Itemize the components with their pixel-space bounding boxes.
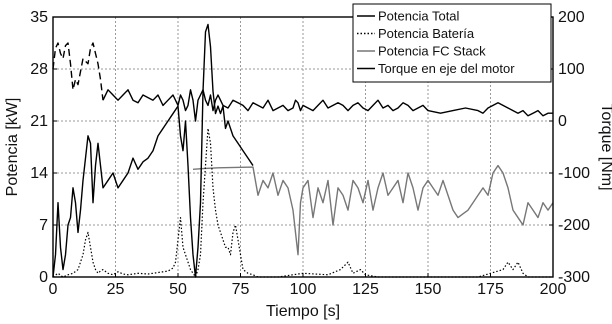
y-right-tick-label: -100 [558,165,590,182]
x-tick-label: 50 [169,281,187,298]
series-line-potencia-fc-stack [192,164,554,256]
y-right-tick-label: -300 [558,269,590,286]
series-line-torque-en-eje-del-motor [102,89,553,122]
x-tick-label: 200 [540,281,567,298]
y-left-tick-label: 0 [39,269,48,286]
grid [53,17,553,277]
y-axis-right-title: Torque [Nm] [598,103,612,190]
y-left-tick-label: 7 [39,217,48,234]
legend-label-potencia-bateria: Potencia Batería [378,26,475,41]
tick-layer: 0 25 50 75 100 125 150 175 200 0 7 14 21 28 35 -300 -200… [30,9,590,298]
y-left-tick-label: 28 [30,61,48,78]
x-axis-title: Tiempo [s] [266,303,340,320]
x-tick-label: 25 [107,281,125,298]
y-right-tick-label: 200 [558,9,585,26]
series-line-potencia-bateria [52,127,553,278]
series-layer [52,23,554,278]
series-line-torque-en-eje-del-motor-dashed [52,42,104,101]
y-right-tick-label: 0 [558,113,567,130]
y-left-tick-label: 35 [30,9,48,26]
x-tick-label: 150 [415,281,442,298]
legend: Potencia Total Potencia Batería Potencia… [352,3,552,83]
legend-label-torque: Torque en eje del motor [378,61,515,76]
legend-box [352,3,552,83]
x-tick-label: 125 [352,281,379,298]
y-left-tick-label: 14 [30,165,48,182]
y-left-tick-label: 21 [30,113,48,130]
series-line-potencia-total [52,23,254,278]
x-tick-label: 0 [49,281,58,298]
x-tick-label: 75 [232,281,250,298]
y-axis-left-title: Potencia [kW] [4,98,21,197]
y-right-tick-label: -200 [558,217,590,234]
x-tick-label: 175 [477,281,504,298]
x-tick-label: 100 [290,281,317,298]
y-right-tick-label: 100 [558,61,585,78]
legend-label-potencia-fc-stack: Potencia FC Stack [378,44,486,59]
legend-label-potencia-total: Potencia Total [378,9,460,24]
